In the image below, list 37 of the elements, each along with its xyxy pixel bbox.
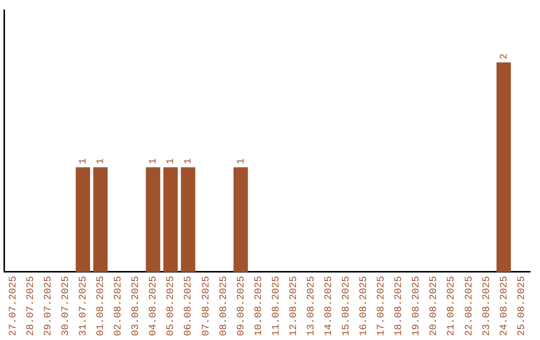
x-tick-label: 03.08.2025 [131, 276, 142, 336]
x-tick-label: 15.08.2025 [342, 276, 353, 336]
x-tick-label: 02.08.2025 [114, 276, 125, 336]
x-tick-label: 08.08.2025 [218, 276, 230, 336]
x-tick-label: 22.08.2025 [464, 276, 476, 336]
x-tick-label: 17.08.2025 [376, 276, 388, 336]
data-label: 1 [166, 158, 178, 164]
x-tick-label: 20.08.2025 [429, 276, 440, 336]
x-tick-label: 10.08.2025 [254, 276, 265, 336]
data-label: 1 [184, 158, 195, 164]
x-tick-label: 04.08.2025 [148, 276, 160, 336]
x-tick-label: 24.08.2025 [499, 276, 510, 336]
x-tick-label: 14.08.2025 [324, 276, 336, 336]
x-tick-label: 19.08.2025 [412, 276, 423, 336]
x-tick-label: 21.08.2025 [446, 276, 458, 336]
x-tick-label: 12.08.2025 [288, 276, 300, 336]
x-tick-label: 30.07.2025 [61, 276, 72, 336]
x-tick-label: 05.08.2025 [166, 276, 178, 336]
x-tick-label: 09.08.2025 [236, 276, 248, 336]
x-tick-label: 11.08.2025 [271, 276, 282, 336]
data-label: 2 [499, 53, 510, 60]
x-tick-label: 31.07.2025 [78, 276, 90, 336]
data-label: 1 [96, 158, 108, 164]
x-tick-label: 07.08.2025 [201, 276, 212, 336]
x-tick-label: 29.07.2025 [43, 276, 54, 336]
x-tick-label: 13.08.2025 [306, 276, 318, 336]
x-tick-label: 28.07.2025 [26, 276, 37, 336]
x-tick-label: 18.08.2025 [394, 276, 406, 336]
data-label: 1 [78, 158, 90, 164]
x-tick-label: 06.08.2025 [184, 276, 195, 336]
data-label: 1 [148, 158, 160, 164]
x-tick-label: 16.08.2025 [359, 276, 370, 336]
x-tick-label: 01.08.2025 [96, 276, 108, 336]
x-tick-label: 25.08.2025 [516, 276, 528, 336]
x-tick-label: 23.08.2025 [482, 276, 493, 336]
data-label: 1 [236, 158, 248, 164]
x-tick-label: 27.07.2025 [8, 276, 20, 336]
